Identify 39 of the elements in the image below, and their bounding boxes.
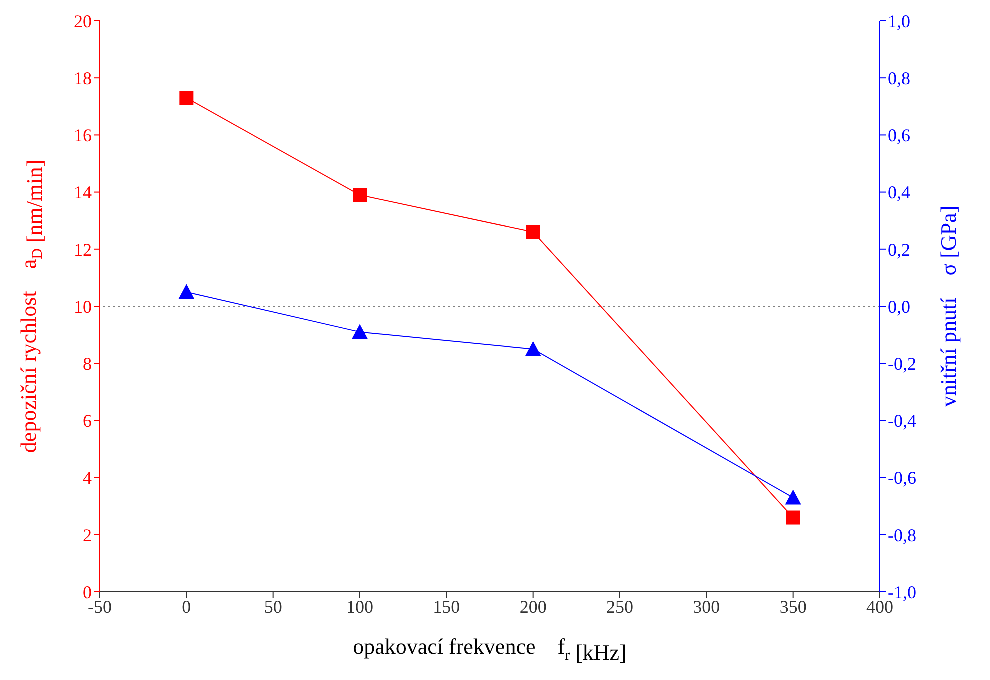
x-tick-label: 150 [433,596,460,617]
point [786,510,800,525]
point [353,188,367,202]
x-tick-label: 50 [264,596,282,617]
y2-tick-label: 0,6 [888,126,910,146]
x-tick-label: 300 [693,596,720,617]
x-tick-label: 200 [520,596,547,617]
x-tick-label: 0 [182,596,192,617]
y2-tick-label: -0,8 [888,525,916,546]
point [178,284,195,300]
y2-axis-title: vnitřní pnutí σ [GPa] [936,206,961,408]
point [526,225,540,240]
point [785,490,802,505]
y2-tick-label: -0,2 [888,354,916,374]
y2-tick-label: 0,0 [888,296,910,317]
y2-tick-label: -0,4 [888,411,916,432]
y2-tick-label: 0,8 [888,68,910,88]
y-tick-label: 0 [83,582,92,602]
y-tick-label: 14 [74,182,92,203]
y2-tick-label: 0,2 [888,240,910,260]
y2-tick-label: -0,6 [888,468,916,488]
x-tick-label: 350 [780,596,807,617]
y-tick-label: 10 [74,296,92,317]
point [352,324,368,340]
x-axis-title: opakovací frekvence f$_{r}$ [kHz] [353,634,627,665]
y-tick-label: 18 [74,68,92,88]
y-tick-label: 20 [74,11,92,32]
y-tick-label: 4 [83,468,92,488]
y-tick-label: 6 [83,411,92,432]
x-tick-label: 250 [606,596,634,617]
point [525,341,542,356]
y-tick-label: 2 [83,525,92,546]
y-tick-label: 12 [74,240,92,260]
y2-tick-label: 0,4 [888,182,910,203]
point [180,91,194,106]
y2-tick-label: 1,0 [888,11,910,32]
y-tick-label: 8 [83,354,92,374]
y-tick-label: 16 [74,126,92,146]
x-tick-label: 100 [346,596,374,617]
